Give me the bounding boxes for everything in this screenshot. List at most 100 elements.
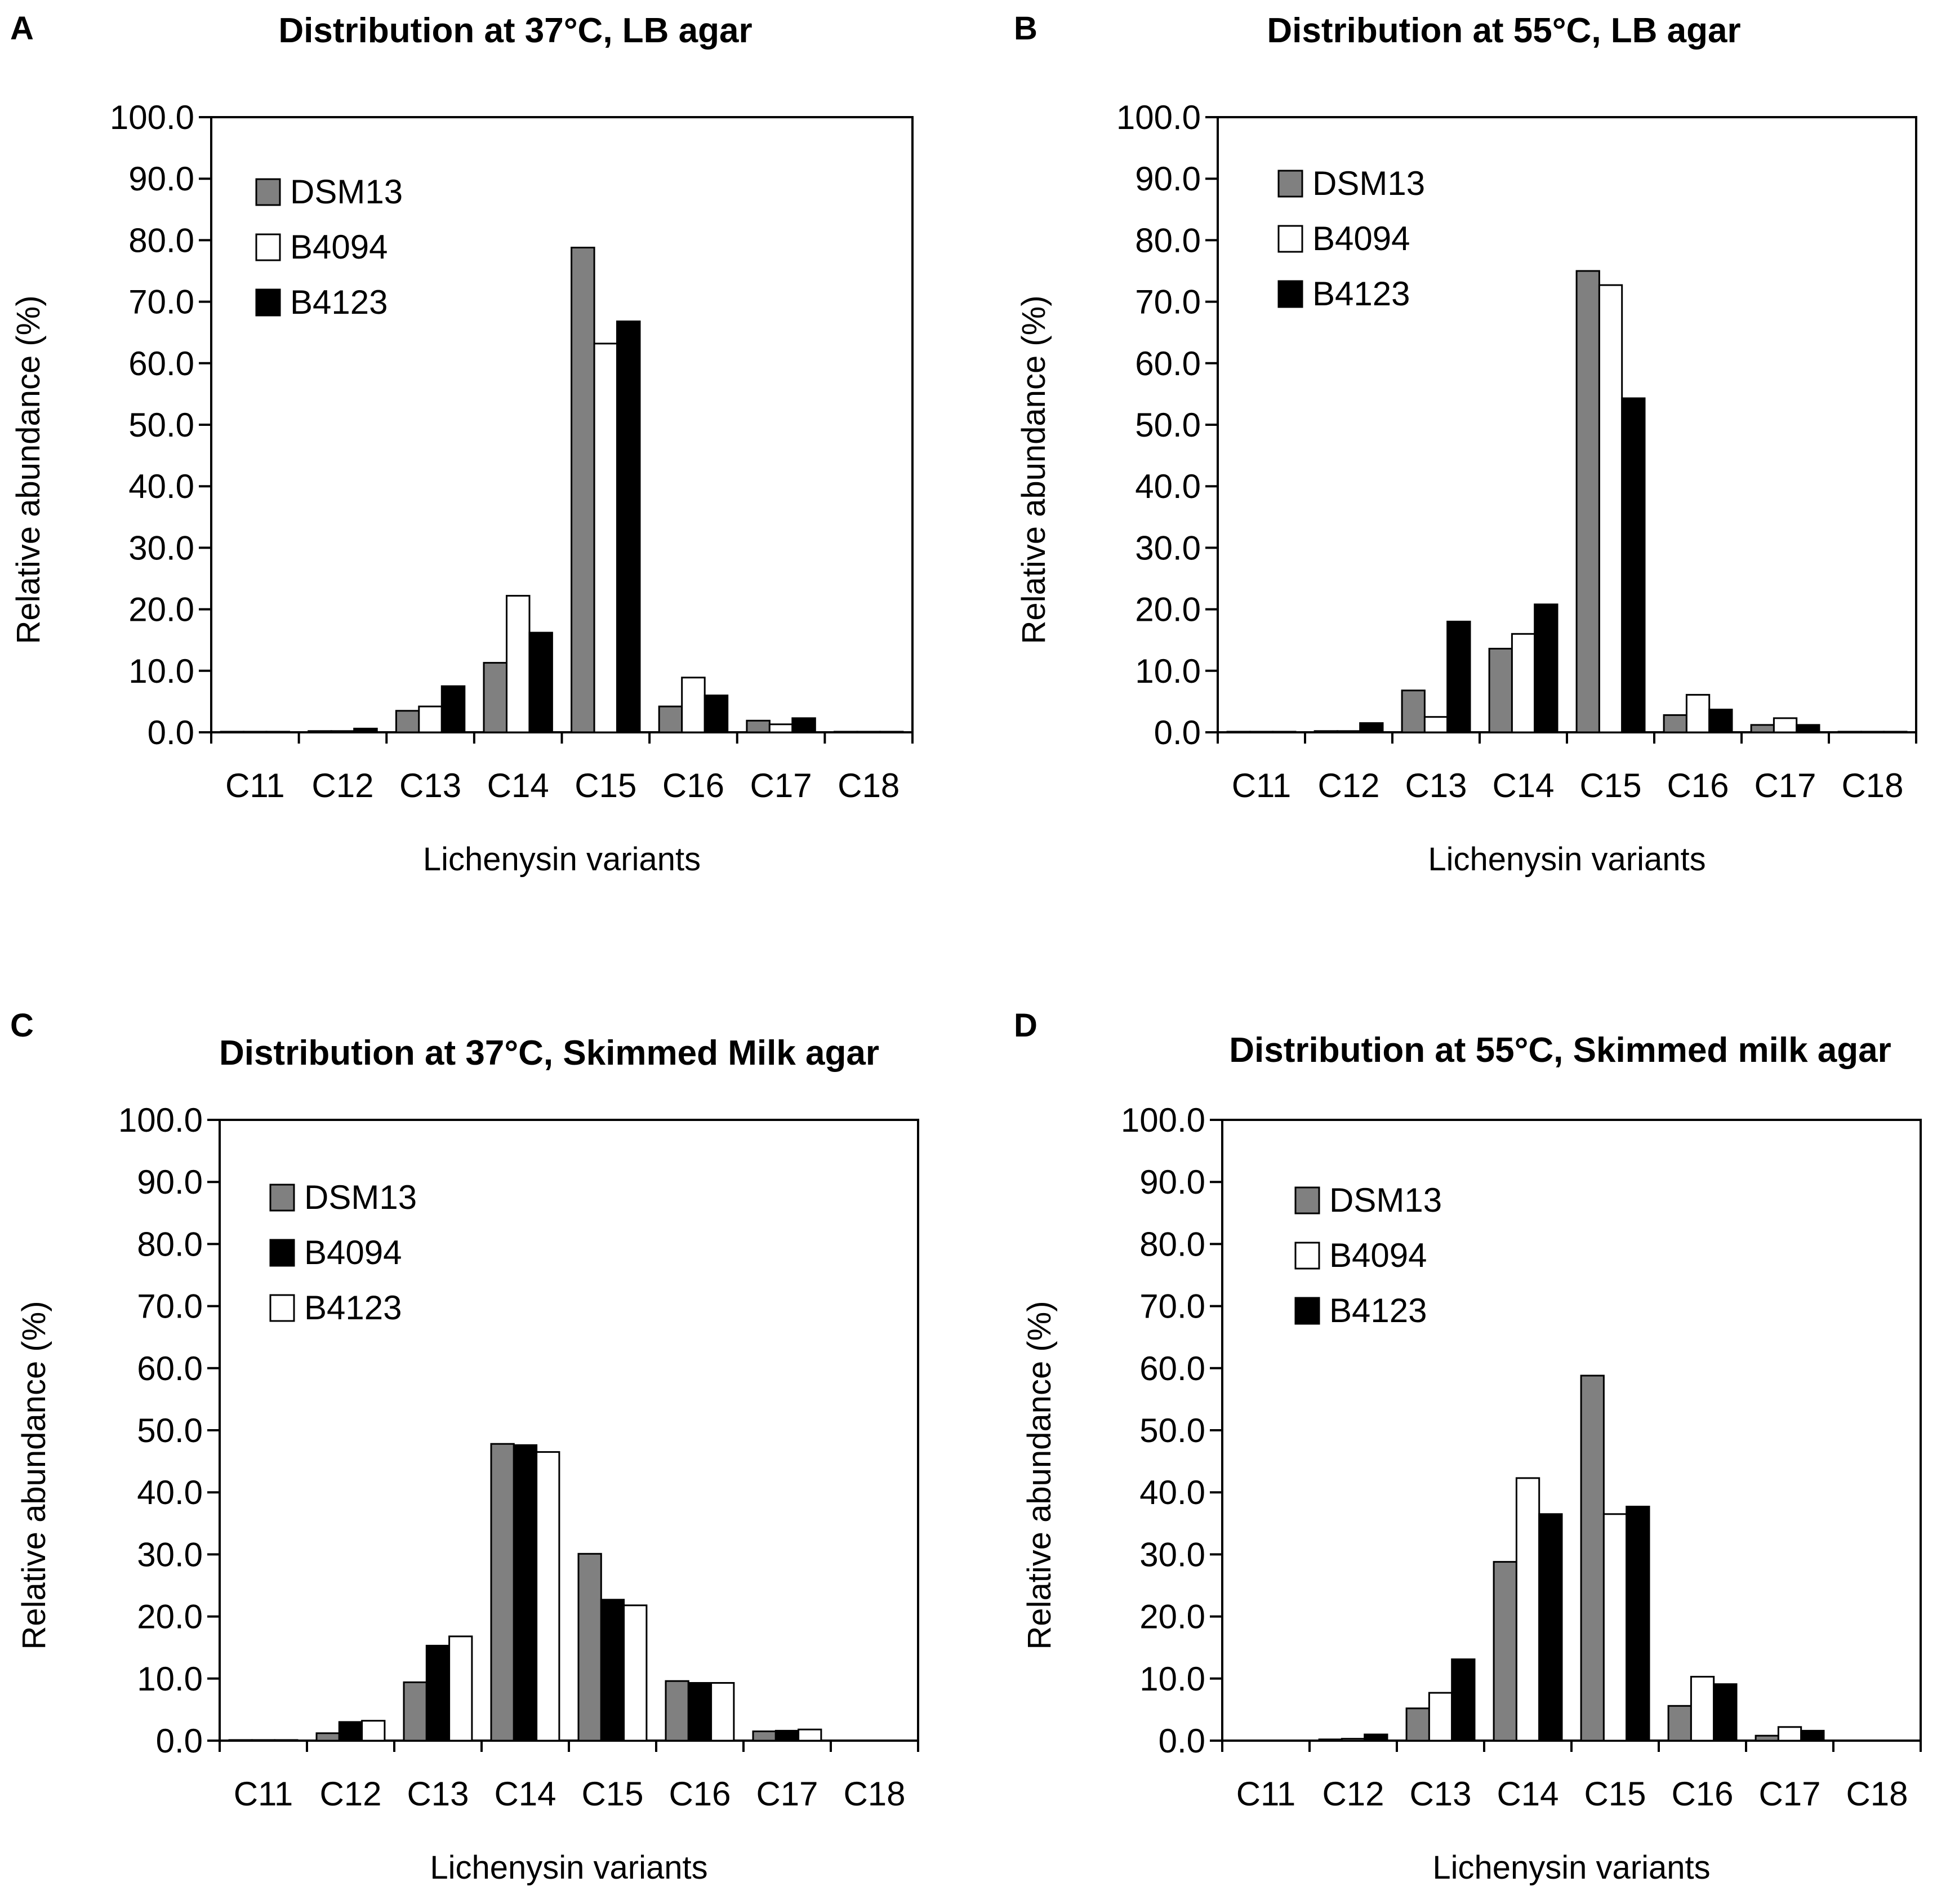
y-tick-label: 50.0	[137, 1412, 203, 1449]
bar-b4094-c17	[1777, 1726, 1802, 1742]
legend-swatch-dsm13	[1294, 1186, 1320, 1215]
bar-dsm13-c14	[1488, 648, 1513, 733]
legend-label-b4123: B4123	[304, 1289, 402, 1327]
bar-b4123-c13	[448, 1635, 473, 1742]
y-tick-label: 10.0	[1135, 652, 1201, 690]
y-tick-label: 40.0	[137, 1474, 203, 1511]
y-tick-label: 30.0	[137, 1536, 203, 1573]
x-tick-label: C12	[1317, 767, 1379, 804]
bar-b4123-c17	[1796, 724, 1820, 733]
bar-b4123-c16	[1708, 709, 1733, 733]
legend-swatch-dsm13	[1277, 170, 1303, 198]
x-tick-label: C15	[575, 767, 636, 804]
panel-letter: B	[1014, 10, 1037, 47]
bar-b4094-c17	[768, 723, 794, 733]
bar-dsm13-c16	[665, 1680, 689, 1742]
y-tick-label: 70.0	[1139, 1288, 1205, 1325]
bar-dsm13-c15	[577, 1552, 602, 1742]
bar-b4094-c15	[593, 342, 618, 733]
legend-label-b4094: B4094	[304, 1234, 402, 1271]
y-tick-label: 80.0	[137, 1225, 203, 1263]
x-tick-label: C14	[494, 1775, 556, 1813]
bar-b4094-c13	[418, 705, 443, 733]
x-tick-label: C13	[1405, 767, 1467, 804]
x-tick-label: C16	[1671, 1775, 1733, 1813]
bar-b4094-c15	[1598, 284, 1623, 733]
legend-swatch-b4123	[269, 1294, 295, 1322]
y-axis-ticks: 0.0 10.0 20.0 30.0 40.0 50.0 60.0 70.0 80.0 90.0 1…	[1116, 99, 1218, 751]
bar-b4094-c12	[338, 1721, 363, 1742]
y-tick-label: 30.0	[1135, 529, 1201, 567]
legend-swatch-b4094	[269, 1239, 295, 1267]
legend-label-b4094: B4094	[1329, 1236, 1427, 1274]
legend-label-b4123: B4123	[1329, 1292, 1427, 1329]
bar-b4094-c14	[1515, 1477, 1540, 1742]
series-b4094	[1341, 1477, 1802, 1742]
y-tick-label: 100.0	[118, 1101, 203, 1139]
bar-dsm13-c13	[1405, 1707, 1430, 1742]
y-tick-label: 20.0	[128, 591, 194, 629]
bar-b4123-c14	[536, 1451, 560, 1742]
bar-b4123-c12	[1364, 1733, 1388, 1742]
bar-b4094-c15	[600, 1599, 625, 1742]
y-tick-label: 60.0	[1135, 345, 1201, 382]
x-axis-label: Lichenysin variants	[430, 1849, 707, 1886]
y-tick-label: 80.0	[1139, 1225, 1205, 1263]
y-tick-label: 80.0	[128, 221, 194, 259]
x-tick-label: C12	[1322, 1775, 1384, 1813]
bar-b4123-c16	[703, 695, 729, 733]
bars	[220, 247, 904, 733]
y-axis-ticks: 0.0 10.0 20.0 30.0 40.0 50.0 60.0 70.0 80.0 90.0 1…	[110, 99, 211, 751]
y-tick-label: 10.0	[128, 652, 194, 690]
chart-title: Distribution at 37°C, Skimmed Milk agar	[219, 1034, 879, 1073]
y-tick-label: 100.0	[1121, 1101, 1205, 1139]
chart-title: Distribution at 55°C, Skimmed milk agar	[1229, 1031, 1891, 1070]
bar-dsm13-c14	[483, 662, 507, 733]
x-axis-label: Lichenysin variants	[423, 841, 701, 878]
series-b4123	[1272, 397, 1908, 733]
legend: DSM13 B4094 B4123	[255, 173, 403, 321]
bar-dsm13-c13	[403, 1681, 428, 1742]
bar-b4094-c12	[330, 730, 355, 733]
x-axis: C11 C12 C13 C14 C15 C16 C17 C18	[210, 732, 914, 804]
series-b4094	[243, 342, 881, 733]
legend-label-dsm13: DSM13	[304, 1178, 417, 1216]
y-tick-label: 50.0	[128, 406, 194, 444]
x-tick-label: C12	[311, 767, 373, 804]
y-tick-label: 50.0	[1139, 1412, 1205, 1449]
x-tick-label: C14	[1497, 1775, 1558, 1813]
chart-title: Distribution at 37°C, LB agar	[278, 11, 752, 50]
y-tick-label: 90.0	[1135, 160, 1201, 198]
bar-dsm13-c11	[228, 1739, 253, 1742]
bar-dsm13-c17	[746, 719, 771, 733]
x-tick-label: C18	[838, 767, 900, 804]
plot-frame	[1221, 1119, 1922, 1742]
bar-b4123-c16	[1713, 1683, 1738, 1742]
bar-b4123-c16	[710, 1682, 735, 1742]
chart-panel-c: C Distribution at 37°C, Skimmed Milk agar…	[10, 1007, 919, 1886]
x-tick-label: C11	[234, 1775, 293, 1813]
bar-dsm13-c16	[658, 705, 683, 733]
y-tick-label: 0.0	[156, 1722, 203, 1760]
y-tick-label: 40.0	[1135, 468, 1201, 505]
bar-b4094-c14	[1511, 633, 1536, 733]
legend: DSM13 B4094 B4123	[1294, 1181, 1442, 1329]
x-tick-label: C18	[843, 1775, 905, 1813]
bars	[1226, 270, 1908, 733]
y-axis-label: Relative abundance (%)	[1016, 295, 1052, 644]
series-dsm13	[1226, 270, 1862, 733]
x-tick-label: C18	[1841, 767, 1903, 804]
bar-dsm13-c13	[1401, 689, 1426, 733]
x-tick-label: C16	[662, 767, 724, 804]
x-tick-label: C15	[1584, 1775, 1646, 1813]
bar-b4094-c12	[1336, 730, 1361, 733]
bar-dsm13-c15	[571, 247, 595, 733]
legend-swatch-b4094	[1277, 225, 1303, 253]
y-tick-label: 100.0	[1116, 99, 1201, 136]
y-tick-label: 40.0	[128, 468, 194, 505]
legend-swatch-dsm13	[255, 178, 281, 206]
x-axis: C11 C12 C13 C14 C15 C16 C17 C18	[1221, 1741, 1922, 1813]
x-tick-label: C17	[1754, 767, 1816, 804]
bar-dsm13-c16	[1663, 714, 1687, 733]
x-axis-label: Lichenysin variants	[1432, 1849, 1710, 1886]
